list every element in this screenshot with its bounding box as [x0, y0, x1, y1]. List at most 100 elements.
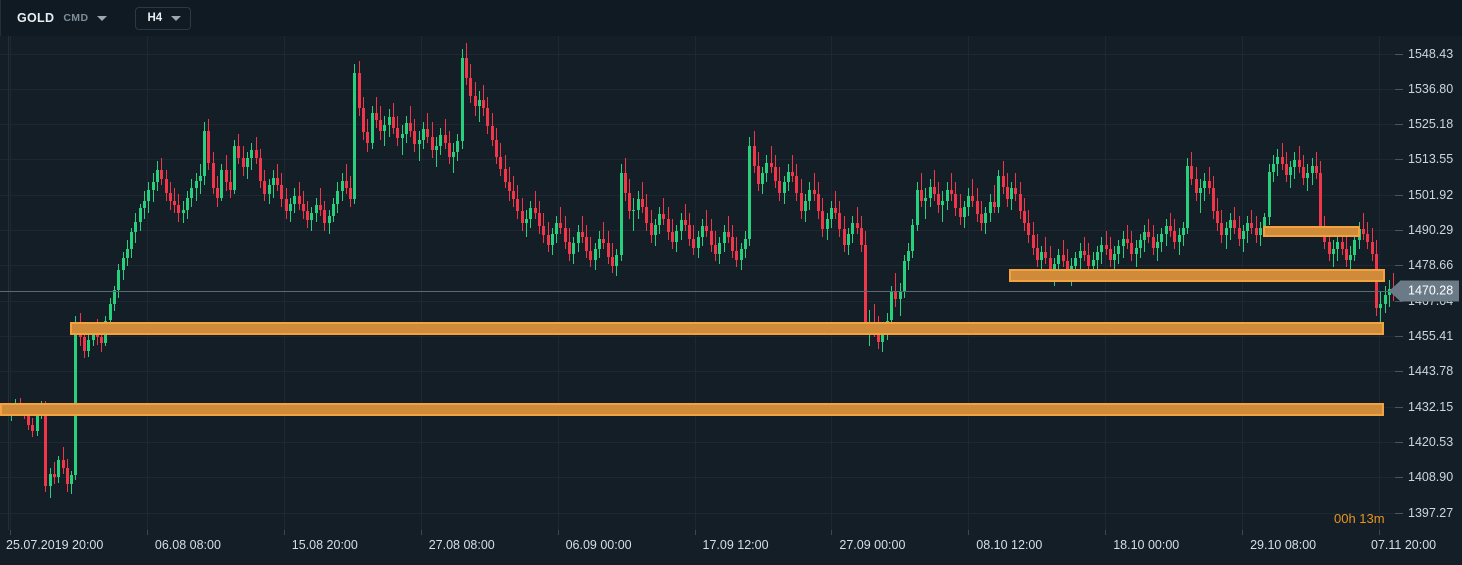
- candle-wick: [1148, 218, 1150, 244]
- candle-body: [1126, 238, 1129, 244]
- candle-body: [74, 325, 78, 476]
- candle-body: [932, 186, 936, 195]
- candle-body: [735, 250, 739, 260]
- current-price-pointer-icon: [1389, 280, 1400, 301]
- candle-wick: [1015, 173, 1017, 201]
- candle-body: [1173, 230, 1177, 242]
- candle-body: [164, 179, 168, 193]
- candle-body: [87, 340, 91, 351]
- candle-body: [962, 206, 966, 218]
- candle-body: [173, 200, 177, 206]
- price-axis-label: 1525.18: [1408, 117, 1454, 132]
- candle-body: [473, 95, 477, 107]
- candle-body: [967, 196, 971, 207]
- gridline-vertical: [420, 36, 422, 530]
- price-axis-label: 1420.53: [1408, 434, 1454, 449]
- candle-body: [168, 192, 172, 201]
- price-axis-tick: [1395, 159, 1403, 161]
- candle-body: [859, 227, 863, 245]
- candle-body: [258, 158, 262, 181]
- time-axis-label: 27.08 08:00: [428, 538, 495, 552]
- candle-body: [919, 189, 923, 201]
- timeframe-selector[interactable]: H4: [135, 6, 192, 30]
- gridline-horizontal: [0, 371, 1395, 373]
- candle-wick: [174, 188, 176, 213]
- candle-wick: [684, 203, 686, 231]
- time-axis-tick: [831, 530, 833, 535]
- symbol-selector[interactable]: GOLD CMD: [1, 0, 117, 36]
- support-zone-main[interactable]: [69, 322, 1384, 336]
- candle-body: [1224, 227, 1228, 236]
- candle-body: [1293, 159, 1297, 168]
- candle-body: [1280, 156, 1284, 165]
- candle-body: [537, 212, 541, 227]
- candle-body: [1061, 255, 1065, 262]
- candle-body: [349, 188, 353, 200]
- candle-body: [35, 411, 39, 432]
- gridline-horizontal: [0, 336, 1395, 337]
- candle-body: [151, 182, 155, 190]
- candle-body: [340, 180, 344, 192]
- chevron-down-icon: [171, 15, 182, 21]
- gridline-vertical: [694, 36, 696, 530]
- candle-wick: [478, 91, 480, 122]
- candle-body: [1186, 165, 1190, 228]
- gridline-horizontal: [0, 53, 1395, 55]
- candle-body: [585, 237, 589, 251]
- candle-wick: [427, 112, 429, 143]
- candle-body: [246, 158, 250, 168]
- candle-body: [160, 170, 164, 180]
- candle-body: [1156, 241, 1160, 248]
- candle-body: [907, 250, 911, 262]
- price-chart-plot[interactable]: [0, 36, 1395, 530]
- support-zone-lower[interactable]: [0, 402, 1384, 417]
- price-axis-tick: [1395, 477, 1403, 479]
- candle-wick: [1199, 179, 1201, 213]
- candle-body: [726, 232, 730, 237]
- candle-body: [443, 135, 447, 143]
- candle-wick: [727, 215, 729, 244]
- candle-body: [1271, 164, 1275, 172]
- price-axis-label: 1536.80: [1408, 81, 1454, 96]
- gridline-vertical: [1242, 36, 1244, 530]
- candle-body: [855, 223, 859, 228]
- symbol-name: GOLD: [17, 11, 55, 25]
- price-axis-tick: [1395, 300, 1403, 302]
- gridline-vertical: [146, 36, 148, 530]
- candle-body: [301, 203, 305, 212]
- candle-wick: [526, 209, 528, 237]
- candle-wick: [933, 170, 935, 201]
- candle-body: [361, 107, 365, 133]
- candle-body: [464, 57, 468, 78]
- candle-wick: [444, 118, 446, 149]
- candle-body: [396, 127, 400, 139]
- candle-body: [439, 135, 443, 146]
- candle-wick: [345, 164, 347, 195]
- time-axis[interactable]: 25.07.2019 20:00 06.08 08:00 15.08 20:00 27…: [0, 530, 1462, 565]
- resistance-zone-upper[interactable]: [1262, 226, 1361, 237]
- candle-body: [370, 112, 374, 143]
- candle-body: [615, 255, 619, 266]
- candle-body: [100, 337, 104, 344]
- candle-body: [155, 170, 159, 183]
- candle-body: [319, 205, 323, 210]
- candle-wick: [1251, 209, 1253, 234]
- time-axis-tick: [10, 530, 11, 535]
- candle-body: [203, 130, 207, 177]
- resistance-zone-mid[interactable]: [1008, 269, 1386, 283]
- candle-body: [851, 223, 855, 234]
- candle-wick: [255, 136, 257, 165]
- gridline-horizontal: [0, 230, 1395, 231]
- candle-body: [769, 162, 773, 168]
- candle-body: [589, 250, 593, 260]
- candle-body: [293, 196, 297, 204]
- candle-wick: [1290, 161, 1292, 189]
- time-axis-tick: [968, 530, 970, 535]
- candle-body: [834, 208, 838, 213]
- timeframe-label: H4: [147, 12, 163, 24]
- candle-wick: [1084, 237, 1086, 262]
- candle-body: [628, 192, 632, 212]
- price-axis-label: 1443.78: [1408, 364, 1454, 379]
- candle-body: [426, 129, 430, 137]
- candle-body: [1344, 249, 1348, 260]
